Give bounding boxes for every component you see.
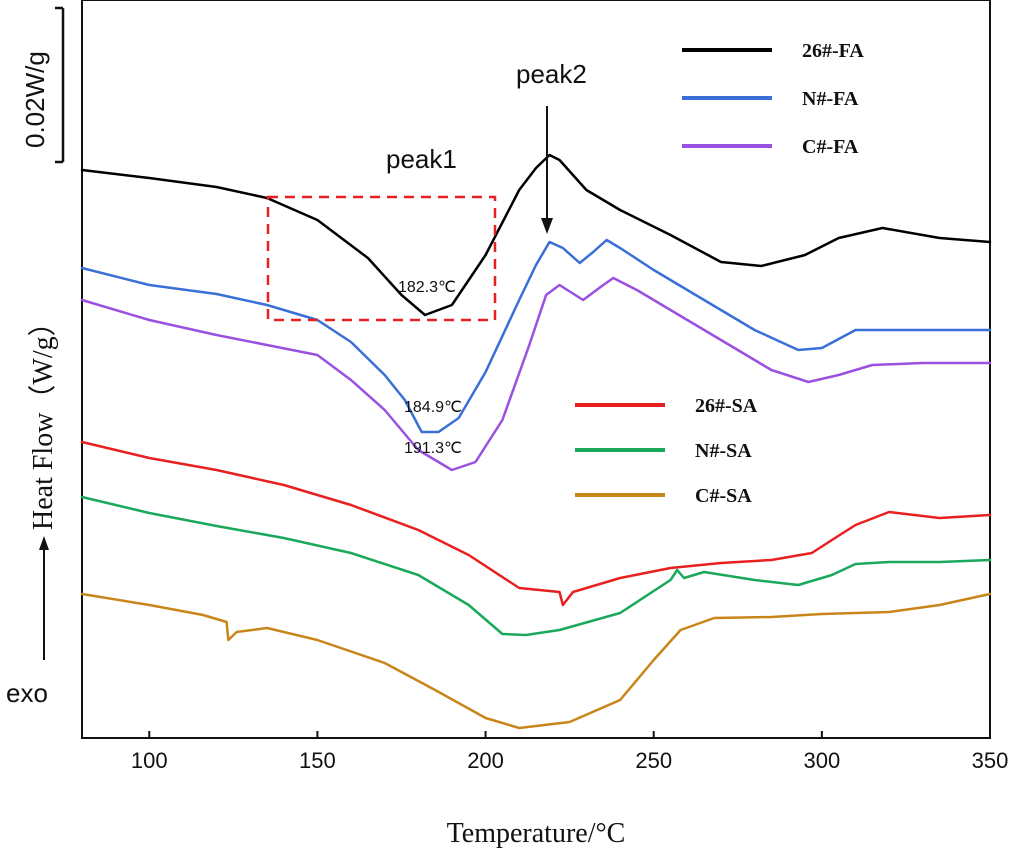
series-line-26-fa <box>80 153 992 317</box>
legend-label: N#-FA <box>802 88 859 110</box>
x-tick-label: 200 <box>467 748 504 773</box>
series-line-26-sa <box>80 440 992 607</box>
legend-label: C#-SA <box>695 485 752 507</box>
series-line-c-fa <box>80 276 992 472</box>
scale-bar-label: 0.02W/g <box>20 51 50 148</box>
x-tick-label: 300 <box>803 748 840 773</box>
legend-label: C#-FA <box>802 136 859 158</box>
peak2-arrow <box>541 106 553 234</box>
plot-frame <box>81 0 991 739</box>
legend-label: 26#-SA <box>695 395 758 417</box>
series-line-n-fa <box>80 238 992 434</box>
legend-fa: 26#-FA N#-FA C#-FA <box>682 40 864 158</box>
legend-label: N#-SA <box>695 440 752 462</box>
y-axis-title: Heat Flow（W/g） <box>27 308 59 530</box>
x-axis-title: Temperature/°C <box>447 818 626 849</box>
peak1-box <box>266 195 497 322</box>
legend-label: 26#-FA <box>802 40 864 62</box>
series-line-c-sa <box>80 592 992 730</box>
x-tick-label: 100 <box>131 748 168 773</box>
x-tick-label: 350 <box>972 748 1009 773</box>
peak2-label: peak2 <box>516 59 587 89</box>
peak-value-26fa: 182.3℃ <box>398 279 456 296</box>
exo-label: exo <box>6 678 48 708</box>
exo-arrow <box>39 536 49 660</box>
peak-value-cfa: 191.3℃ <box>404 440 462 457</box>
peak1-label: peak1 <box>386 144 457 174</box>
peak-value-nfa: 184.9℃ <box>404 399 462 416</box>
scale-bar <box>55 6 65 164</box>
series-line-n-sa <box>80 495 992 637</box>
x-axis-ticks: 100 150 200 250 300 350 <box>131 731 1008 773</box>
series-layer <box>80 153 992 730</box>
x-tick-label: 150 <box>299 748 336 773</box>
x-tick-label: 250 <box>635 748 672 773</box>
legend-sa: 26#-SA N#-SA C#-SA <box>575 395 758 507</box>
